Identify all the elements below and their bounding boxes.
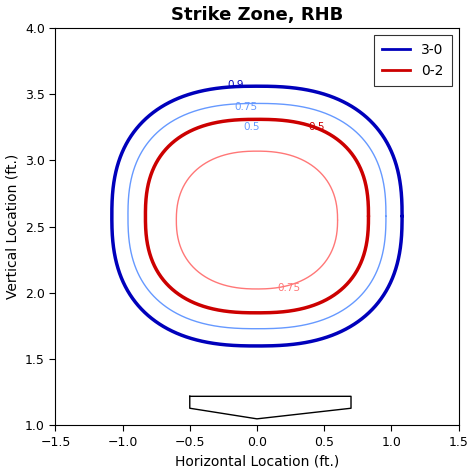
Title: Strike Zone, RHB: Strike Zone, RHB	[171, 6, 343, 24]
Y-axis label: Vertical Location (ft.): Vertical Location (ft.)	[6, 154, 19, 299]
Text: 0.5: 0.5	[308, 122, 325, 132]
Text: 0.75: 0.75	[277, 283, 300, 292]
Text: 0.9: 0.9	[228, 80, 244, 90]
Legend: 3-0, 0-2: 3-0, 0-2	[374, 35, 452, 86]
Text: 0.5: 0.5	[244, 122, 260, 132]
X-axis label: Horizontal Location (ft.): Horizontal Location (ft.)	[175, 455, 339, 468]
Text: 0.75: 0.75	[234, 102, 257, 112]
